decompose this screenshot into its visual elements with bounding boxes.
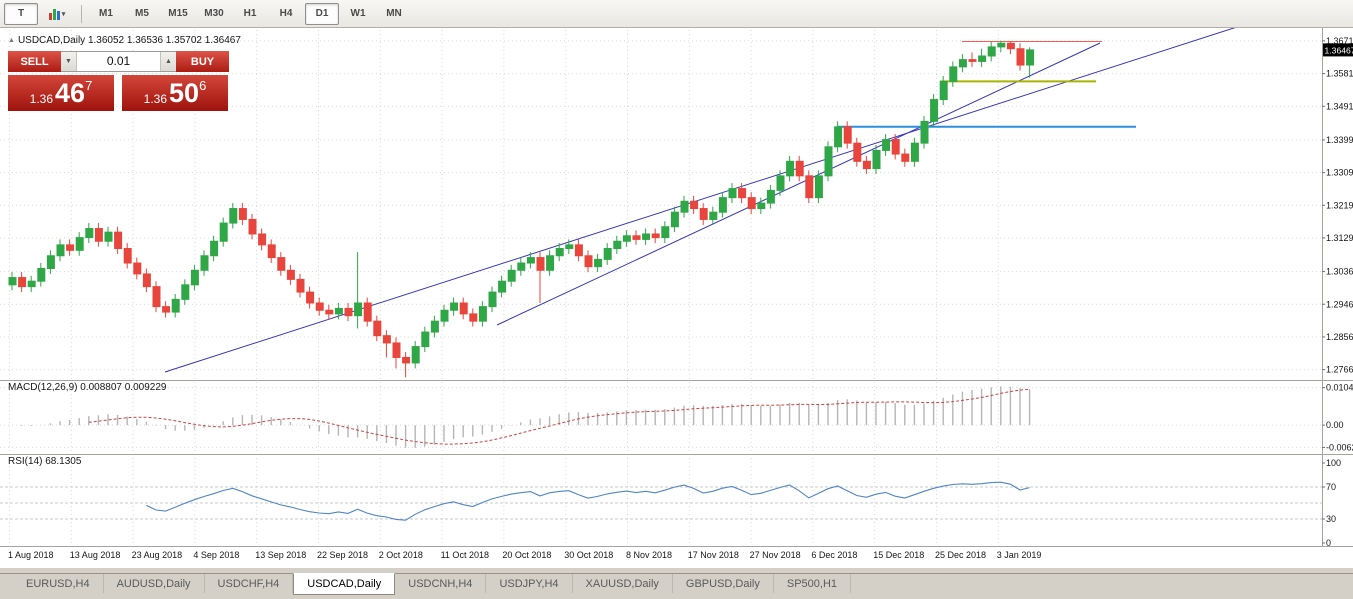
volume-stepper: ▼ 0.01 ▲ — [61, 51, 176, 72]
chart-tab-bar: EURUSD,H4 AUDUSD,Daily USDCHF,H4 USDCAD,Dai… — [0, 573, 1353, 599]
svg-text:1.36467: 1.36467 — [1325, 45, 1353, 55]
ask-price-sup: 6 — [199, 78, 207, 93]
rsi-indicator-label: RSI(14) 68.1305 — [8, 456, 82, 467]
chart-style-icon — [48, 8, 60, 20]
bid-price-prefix: 1.36 — [29, 92, 54, 106]
objects-style-button[interactable]: ▾ — [40, 3, 74, 25]
ask-price-display[interactable]: 1.36 50 6 — [122, 75, 228, 111]
chart-icon: ▲ — [8, 37, 15, 44]
svg-text:22 Sep 2018: 22 Sep 2018 — [317, 550, 368, 560]
svg-text:1.27665: 1.27665 — [1326, 365, 1353, 375]
trendline-1[interactable] — [164, 28, 1240, 373]
current-price-tag — [1323, 43, 1353, 57]
buy-button[interactable]: BUY — [176, 51, 229, 72]
svg-text:1.33990: 1.33990 — [1326, 135, 1353, 145]
chart-objects[interactable] — [164, 28, 1240, 373]
chart-tab-audusd-daily[interactable]: AUDUSD,Daily — [104, 574, 205, 593]
svg-text:8 Nov 2018: 8 Nov 2018 — [626, 550, 672, 560]
sell-button[interactable]: SELL — [8, 51, 61, 72]
svg-text:11 Oct 2018: 11 Oct 2018 — [441, 550, 489, 560]
svg-text:0.010474: 0.010474 — [1326, 383, 1353, 393]
svg-text:20 Oct 2018: 20 Oct 2018 — [502, 550, 551, 560]
cursor-tool-button[interactable]: T — [4, 2, 38, 25]
price-axis: 1.36715 1.35815 1.34915 1.33990 1.33090 1.321… — [1322, 36, 1353, 375]
macd-indicator-label: MACD(12,26,9) 0.008807 0.009229 — [8, 382, 167, 393]
svg-text:23 Aug 2018: 23 Aug 2018 — [132, 550, 183, 560]
chart-ohlc-values: 1.36052 1.36536 1.35702 1.36467 — [87, 35, 241, 46]
bid-price-sup: 7 — [85, 78, 93, 93]
svg-text:70: 70 — [1326, 482, 1336, 492]
chart-tab-usdchf-h4[interactable]: USDCHF,H4 — [205, 574, 294, 593]
candlestick-series — [8, 40, 1035, 378]
top-toolbar: T ▾ M1 M5 M15 M30 H1 H4 D1 W1 MN — [0, 0, 1353, 28]
trendline-2[interactable] — [496, 42, 1101, 326]
bid-price-display[interactable]: 1.36 46 7 — [8, 75, 114, 111]
toolbar-separator — [81, 4, 82, 23]
svg-text:13 Sep 2018: 13 Sep 2018 — [255, 550, 306, 560]
one-click-trade-panel: SELL ▼ 0.01 ▲ BUY 1.36 46 7 1.36 50 6 — [8, 51, 229, 111]
svg-text:3 Jan 2019: 3 Jan 2019 — [997, 550, 1042, 560]
timeframe-toolbar: M1 M5 M15 M30 H1 H4 D1 W1 MN — [89, 2, 411, 25]
svg-text:1.30365: 1.30365 — [1326, 267, 1353, 277]
svg-text:6 Dec 2018: 6 Dec 2018 — [811, 550, 857, 560]
svg-text:17 Nov 2018: 17 Nov 2018 — [688, 550, 739, 560]
time-axis: 1 Aug 2018 13 Aug 2018 23 Aug 2018 4 Sep 20… — [8, 550, 1041, 560]
timeframe-button-h4[interactable]: H4 — [279, 8, 293, 19]
bid-price-big: 46 — [55, 78, 86, 108]
svg-text:100: 100 — [1326, 458, 1341, 468]
svg-text:15 Dec 2018: 15 Dec 2018 — [873, 550, 924, 560]
ask-price-prefix: 1.36 — [143, 92, 168, 106]
timeframe-button-w1[interactable]: W1 — [350, 8, 366, 19]
svg-text:1.33090: 1.33090 — [1326, 168, 1353, 178]
svg-text:0: 0 — [1326, 538, 1331, 548]
svg-text:25 Dec 2018: 25 Dec 2018 — [935, 550, 986, 560]
rsi-axis: 100 70 30 0 — [1322, 458, 1341, 548]
timeframe-button-mn[interactable]: MN — [386, 8, 402, 19]
chart-tab-usdcad-daily[interactable]: USDCAD,Daily — [293, 573, 396, 595]
svg-text:0.00: 0.00 — [1326, 420, 1344, 430]
chart-tab-eurusd-h4[interactable]: EURUSD,H4 — [13, 574, 104, 593]
chart-tab-sp500-h1[interactable]: SP500,H1 — [774, 574, 852, 593]
chart-tab-usdcnh-h4[interactable]: USDCNH,H4 — [395, 574, 487, 593]
chart-symbol-header: ▲ USDCAD,Daily 1.36052 1.36536 1.35702 1.… — [8, 35, 241, 46]
volume-decrease-icon[interactable]: ▼ — [61, 52, 77, 71]
chart-tab-usdjpy-h4[interactable]: USDJPY,H4 — [486, 574, 573, 593]
svg-text:1.35815: 1.35815 — [1326, 69, 1353, 79]
macd-signal-line — [88, 388, 1030, 445]
svg-text:-0.006218: -0.006218 — [1326, 442, 1353, 452]
chart-canvas[interactable]: 1.36715 1.35815 1.34915 1.33990 1.33090 1.321… — [0, 28, 1353, 568]
svg-text:1.34915: 1.34915 — [1326, 101, 1353, 111]
chart-window: 1.36715 1.35815 1.34915 1.33990 1.33090 1.321… — [0, 28, 1353, 568]
svg-text:13 Aug 2018: 13 Aug 2018 — [70, 550, 121, 560]
svg-text:27 Nov 2018: 27 Nov 2018 — [750, 550, 801, 560]
volume-increase-icon[interactable]: ▲ — [160, 52, 176, 71]
chart-tab-xauusd-daily[interactable]: XAUUSD,Daily — [573, 574, 673, 593]
timeframe-button-m1[interactable]: M1 — [99, 8, 113, 19]
cursor-tool-icon: T — [17, 8, 25, 19]
svg-text:30 Oct 2018: 30 Oct 2018 — [564, 550, 613, 560]
timeframe-button-h1[interactable]: H1 — [243, 8, 257, 19]
timeframe-button-m15[interactable]: M15 — [168, 8, 188, 19]
svg-text:1.31290: 1.31290 — [1326, 233, 1353, 243]
svg-text:30: 30 — [1326, 514, 1336, 524]
timeframe-button-m5[interactable]: M5 — [135, 8, 149, 19]
svg-text:1.32190: 1.32190 — [1326, 200, 1353, 210]
timeframe-button-d1[interactable]: D1 — [305, 2, 339, 25]
rsi-line — [146, 481, 1030, 521]
timeframe-button-m30[interactable]: M30 — [204, 8, 224, 19]
svg-text:1 Aug 2018: 1 Aug 2018 — [8, 550, 54, 560]
chart-tab-gbpusd-daily[interactable]: GBPUSD,Daily — [673, 574, 774, 593]
chevron-down-icon: ▾ — [61, 10, 66, 18]
svg-text:4 Sep 2018: 4 Sep 2018 — [193, 550, 239, 560]
macd-axis: 0.010474 0.00 -0.006218 — [1322, 383, 1353, 452]
pane-dividers — [0, 28, 1353, 547]
ask-price-big: 50 — [169, 78, 200, 108]
volume-input[interactable]: 0.01 — [106, 54, 131, 68]
svg-text:2 Oct 2018: 2 Oct 2018 — [379, 550, 423, 560]
svg-text:1.29465: 1.29465 — [1326, 299, 1353, 309]
svg-text:1.28565: 1.28565 — [1326, 332, 1353, 342]
chart-symbol-label: USDCAD,Daily — [17, 35, 86, 46]
svg-text:1.36715: 1.36715 — [1326, 36, 1353, 46]
